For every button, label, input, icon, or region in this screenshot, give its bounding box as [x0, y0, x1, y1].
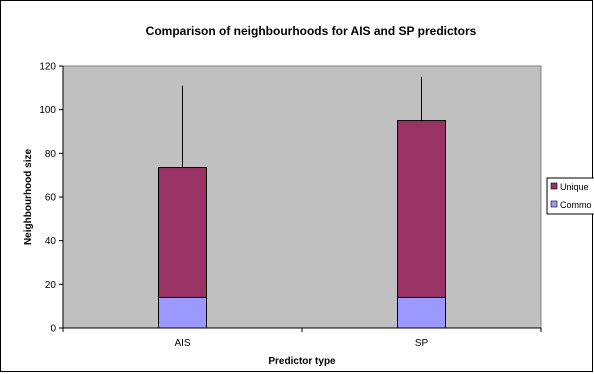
y-tick-label: 40 [45, 236, 57, 247]
bar-common-ais [158, 296, 207, 329]
y-axis-title: Neighbourhood size [23, 149, 34, 246]
y-tick-label: 60 [45, 193, 57, 204]
x-axis-ticks: AIS SP [62, 328, 542, 349]
y-tick-label: 80 [45, 149, 57, 160]
y-tick-label: 0 [50, 324, 56, 335]
plot-area [62, 65, 542, 329]
x-tick-label: AIS [174, 338, 190, 349]
bar-common-sp [397, 296, 446, 329]
y-tick-label: 100 [39, 105, 56, 116]
y-tick-label: 120 [39, 62, 56, 73]
bar-unique-sp [397, 120, 446, 298]
legend-label-unique: Unique [560, 182, 589, 192]
x-axis-title: Predictor type [268, 356, 336, 367]
bar-unique-ais [158, 167, 207, 298]
y-axis-ticks: 0 20 40 60 80 100 120 [39, 62, 63, 335]
legend-swatch-common [550, 200, 558, 208]
legend-label-common: Commo [560, 200, 592, 210]
legend-swatch-unique [550, 182, 558, 190]
legend: Unique Commo [546, 177, 594, 215]
y-tick-label: 20 [45, 280, 57, 291]
chart-title: Comparison of neighbourhoods for AIS and… [146, 24, 477, 38]
x-tick-label: SP [415, 338, 429, 349]
error-bars [182, 76, 422, 168]
